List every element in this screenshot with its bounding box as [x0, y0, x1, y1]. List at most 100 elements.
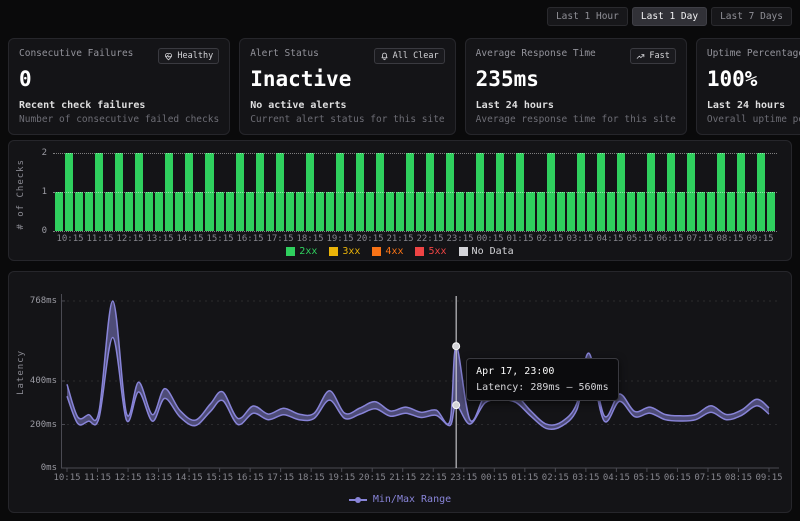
check-bar[interactable]	[296, 192, 304, 231]
check-bar[interactable]	[557, 192, 565, 231]
latency-x-tick-label: 03:15	[572, 473, 599, 483]
card-value: Inactive	[250, 67, 444, 91]
latency-x-tick-label: 07:15	[694, 473, 721, 483]
time-range-last-1-day[interactable]: Last 1 Day	[632, 7, 707, 26]
check-bar[interactable]	[396, 192, 404, 231]
check-bar[interactable]	[486, 192, 494, 231]
bar-chart-x-tick-label: 16:15	[236, 234, 263, 244]
time-range-last-1-hour[interactable]: Last 1 Hour	[547, 7, 628, 26]
check-bar[interactable]	[607, 192, 615, 231]
check-bar[interactable]	[55, 192, 63, 231]
min-max-range-legend-label: Min/Max Range	[373, 494, 451, 505]
latency-x-tick-label: 13:15	[145, 473, 172, 483]
check-bar[interactable]	[145, 192, 153, 231]
check-bar[interactable]	[637, 192, 645, 231]
check-bar[interactable]	[727, 192, 735, 231]
bar-chart-x-tick-label: 01:15	[506, 234, 533, 244]
card-title: Average Response Time	[476, 48, 596, 59]
check-bar[interactable]	[416, 192, 424, 231]
latency-x-labels: 10:1511:1512:1513:1514:1515:1516:1517:15…	[61, 473, 783, 485]
latency-x-tick-label: 01:15	[511, 473, 538, 483]
bar-chart-x-tick-label: 13:15	[146, 234, 173, 244]
status-badge-healthy: Healthy	[158, 48, 219, 64]
latency-x-tick-label: 12:15	[114, 473, 141, 483]
legend-item-4xx[interactable]: 4xx	[372, 246, 403, 257]
check-bar[interactable]	[707, 192, 715, 231]
tooltip-latency-range: Latency: 289ms – 560ms	[476, 382, 608, 393]
check-bar[interactable]	[697, 192, 705, 231]
latency-x-tick-label: 20:15	[359, 473, 386, 483]
bar-chart-x-tick-label: 03:15	[566, 234, 593, 244]
check-bar[interactable]	[767, 192, 775, 231]
bar-chart-x-tick-label: 14:15	[176, 234, 203, 244]
latency-chart-plot[interactable]	[61, 294, 783, 476]
check-bar[interactable]	[456, 192, 464, 231]
card-subtitle: Last 24 hours	[476, 100, 676, 111]
check-bar[interactable]	[286, 192, 294, 231]
check-bar[interactable]	[657, 192, 665, 231]
latency-x-tick-label: 04:15	[603, 473, 630, 483]
time-range-last-7-days[interactable]: Last 7 Days	[711, 7, 792, 26]
status-badge-all-clear: All Clear	[374, 48, 445, 64]
card-value: 100%	[707, 67, 800, 91]
status-badge-fast: Fast	[630, 48, 675, 64]
check-bar[interactable]	[436, 192, 444, 231]
check-bar[interactable]	[105, 192, 113, 231]
bar-chart-gridline	[53, 153, 777, 154]
check-bar[interactable]	[567, 192, 575, 231]
check-bar[interactable]	[316, 192, 324, 231]
checks-bar-chart-panel: # of Checks 012 10:1511:1512:1513:1514:1…	[8, 140, 792, 261]
bar-chart-x-tick-label: 15:15	[206, 234, 233, 244]
check-bar[interactable]	[125, 192, 133, 231]
badge-label: Fast	[649, 51, 669, 61]
check-bar[interactable]	[677, 192, 685, 231]
legend-swatch	[286, 247, 295, 256]
check-bar[interactable]	[175, 192, 183, 231]
bar-chart-gridline	[53, 192, 777, 193]
bar-chart-plot	[53, 153, 777, 231]
bar-chart-x-tick-label: 06:15	[656, 234, 683, 244]
legend-item-2xx[interactable]: 2xx	[286, 246, 317, 257]
bar-chart-x-tick-label: 00:15	[476, 234, 503, 244]
check-bar[interactable]	[366, 192, 374, 231]
legend-label: No Data	[472, 246, 514, 257]
latency-x-tick-label: 10:15	[53, 473, 80, 483]
latency-x-tick-label: 18:15	[298, 473, 325, 483]
bar-chart-x-tick-label: 12:15	[116, 234, 143, 244]
check-bar[interactable]	[346, 192, 354, 231]
card-title: Alert Status	[250, 48, 319, 59]
check-bar[interactable]	[85, 192, 93, 231]
latency-y-tick-label: 400ms	[17, 376, 57, 386]
legend-item-no-data[interactable]: No Data	[459, 246, 514, 257]
check-bar[interactable]	[226, 192, 234, 231]
check-bar[interactable]	[537, 192, 545, 231]
check-bar[interactable]	[326, 192, 334, 231]
check-bar[interactable]	[386, 192, 394, 231]
legend-item-3xx[interactable]: 3xx	[329, 246, 360, 257]
check-bar[interactable]	[216, 192, 224, 231]
check-bar[interactable]	[587, 192, 595, 231]
check-bar[interactable]	[627, 192, 635, 231]
card-description: Number of consecutive failed checks	[19, 114, 219, 125]
check-bar[interactable]	[155, 192, 163, 231]
check-bar[interactable]	[747, 192, 755, 231]
bar-chart-x-tick-label: 07:15	[686, 234, 713, 244]
bar-chart-x-tick-label: 21:15	[386, 234, 413, 244]
bar-chart-x-tick-label: 08:15	[716, 234, 743, 244]
check-bar[interactable]	[75, 192, 83, 231]
bar-chart-legend: 2xx 3xx 4xx 5xx No Data	[9, 246, 791, 257]
card-value: 235ms	[476, 67, 676, 91]
check-bar[interactable]	[506, 192, 514, 231]
min-max-range-legend-marker	[349, 499, 367, 501]
check-bar[interactable]	[466, 192, 474, 231]
legend-swatch	[329, 247, 338, 256]
card-title: Uptime Percentage	[707, 48, 800, 59]
check-bar[interactable]	[266, 192, 274, 231]
latency-legend: Min/Max Range	[9, 494, 791, 505]
legend-item-5xx[interactable]: 5xx	[415, 246, 446, 257]
card-title: Consecutive Failures	[19, 48, 133, 59]
bar-chart-y-axis-label: # of Checks	[16, 159, 26, 230]
check-bar[interactable]	[526, 192, 534, 231]
check-bar[interactable]	[195, 192, 203, 231]
check-bar[interactable]	[246, 192, 254, 231]
